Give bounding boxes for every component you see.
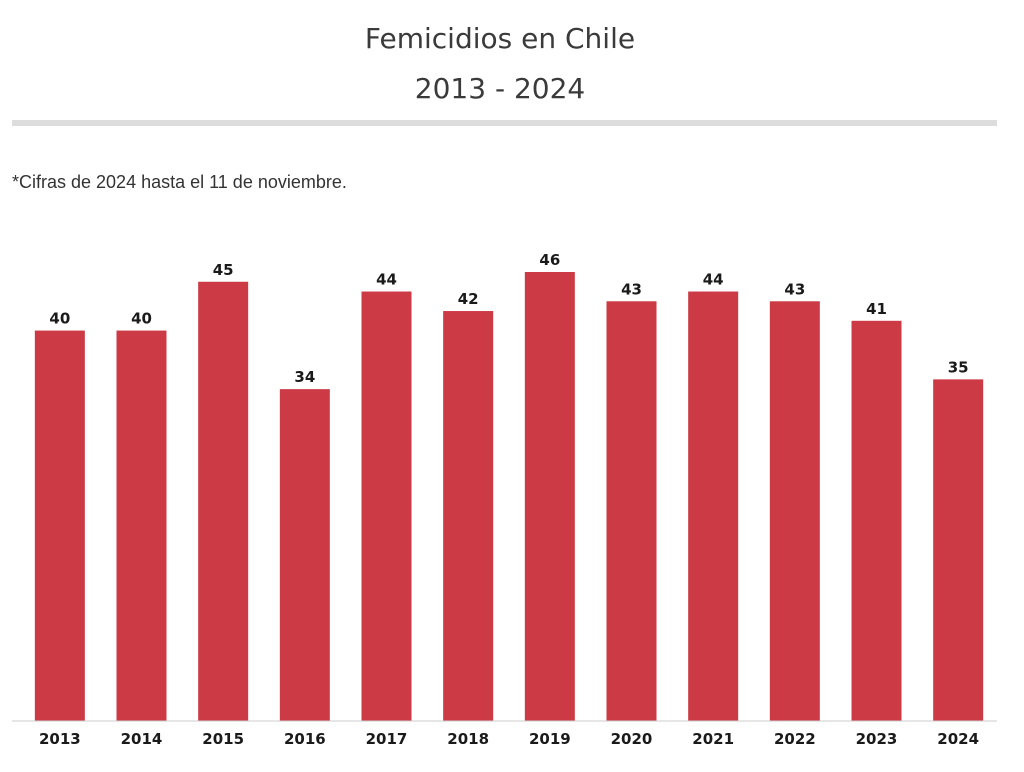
bar-2018 [443, 311, 494, 721]
x-tick-label-2018: 2018 [447, 730, 489, 748]
x-tick-label-2021: 2021 [692, 730, 734, 748]
bar-2015 [198, 281, 249, 721]
chart-subtitle: 2013 - 2024 [414, 72, 586, 105]
value-label-2023: 41 [866, 300, 887, 318]
bar-2021 [688, 291, 739, 721]
x-tick-label-2019: 2019 [529, 730, 571, 748]
bars-group [34, 272, 984, 721]
value-label-2013: 40 [49, 310, 70, 328]
value-label-2020: 43 [621, 280, 642, 298]
bar-2019 [524, 272, 575, 721]
value-label-2021: 44 [703, 271, 724, 289]
bar-2022 [769, 301, 820, 721]
x-tick-label-2016: 2016 [284, 730, 326, 748]
value-label-2018: 42 [458, 290, 479, 308]
chart-note: *Cifras de 2024 hasta el 11 de noviembre… [12, 172, 347, 192]
value-label-2024: 35 [948, 358, 969, 376]
x-tick-label-2014: 2014 [121, 730, 163, 748]
value-label-2019: 46 [539, 251, 560, 269]
x-tick-label-2017: 2017 [366, 730, 408, 748]
bar-2024 [933, 379, 984, 721]
x-tick-label-2015: 2015 [202, 730, 244, 748]
x-tick-label-2020: 2020 [611, 730, 653, 748]
value-label-2014: 40 [131, 310, 152, 328]
value-label-2015: 45 [213, 261, 234, 279]
bar-2013 [34, 330, 85, 721]
bar-2016 [279, 389, 330, 721]
x-tick-labels-group: 2013 2014 2015 2016 2017 2018 2019 2020 2021 2022… [39, 730, 979, 748]
bar-2020 [606, 301, 657, 721]
x-tick-label-2024: 2024 [937, 730, 979, 748]
bar-2017 [361, 291, 412, 721]
chart-title: Femicidios en Chile [364, 22, 636, 55]
bar-2014 [116, 330, 167, 721]
x-tick-label-2022: 2022 [774, 730, 816, 748]
title-divider [12, 120, 997, 126]
value-label-2022: 43 [784, 280, 805, 298]
x-tick-label-2013: 2013 [39, 730, 81, 748]
bar-2023 [851, 320, 902, 721]
value-labels-group: 40 40 45 34 44 42 46 43 44 43 41 35 [49, 251, 968, 386]
value-label-2017: 44 [376, 271, 397, 289]
x-tick-label-2023: 2023 [856, 730, 898, 748]
value-label-2016: 34 [294, 368, 315, 386]
